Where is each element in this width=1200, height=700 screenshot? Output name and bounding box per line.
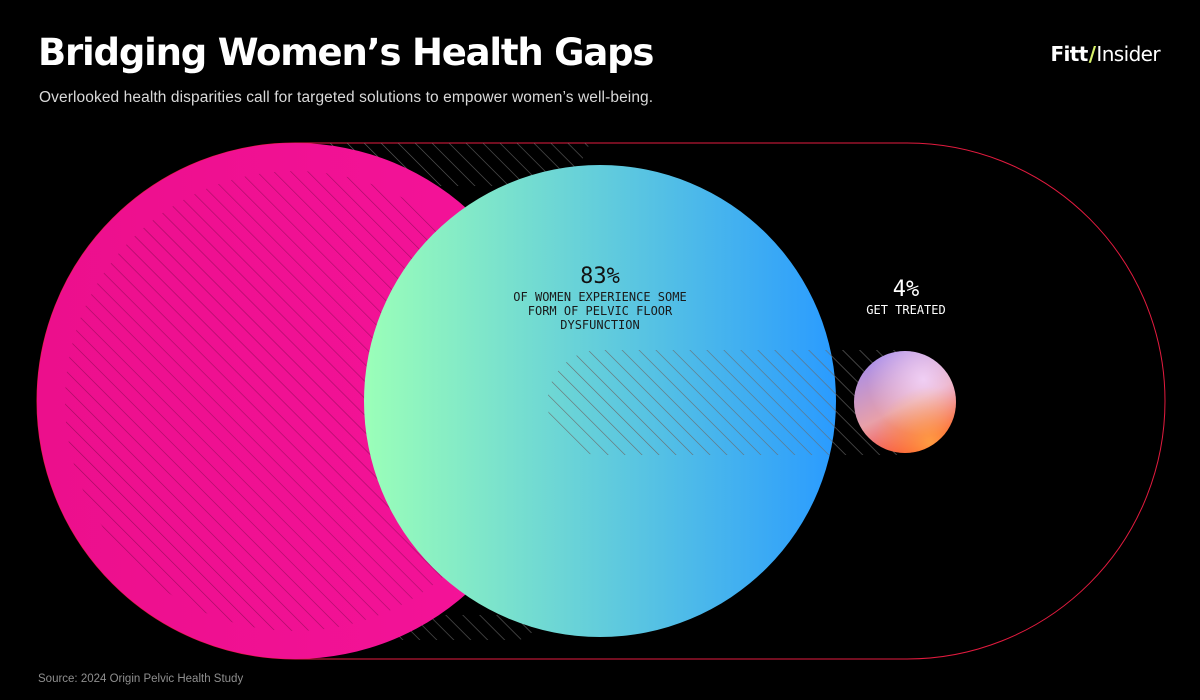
hatch-connector	[547, 350, 905, 455]
label-83-value: 83%	[580, 264, 620, 289]
label-83-line1: OF WOMEN EXPERIENCE SOME	[513, 290, 686, 304]
source-note: Source: 2024 Origin Pelvic Health Study	[38, 673, 244, 685]
label-83-line3: DYSFUNCTION	[560, 318, 639, 332]
page-title: Bridging Women’s Health Gaps	[38, 31, 654, 74]
brand-part-insider: Insider	[1096, 42, 1160, 66]
page-subtitle: Overlooked health disparities call for t…	[39, 89, 654, 106]
orb-low-glow	[854, 351, 956, 453]
label-83-line2: FORM OF PELVIC FLOOR	[528, 304, 673, 318]
label-4-line1: GET TREATED	[866, 303, 945, 317]
brand-logo: Fitt/Insider	[1050, 44, 1160, 64]
brand-part-fitt: Fitt	[1050, 42, 1088, 66]
brand-separator: /	[1088, 42, 1096, 66]
label-4-value: 4%	[893, 277, 920, 302]
